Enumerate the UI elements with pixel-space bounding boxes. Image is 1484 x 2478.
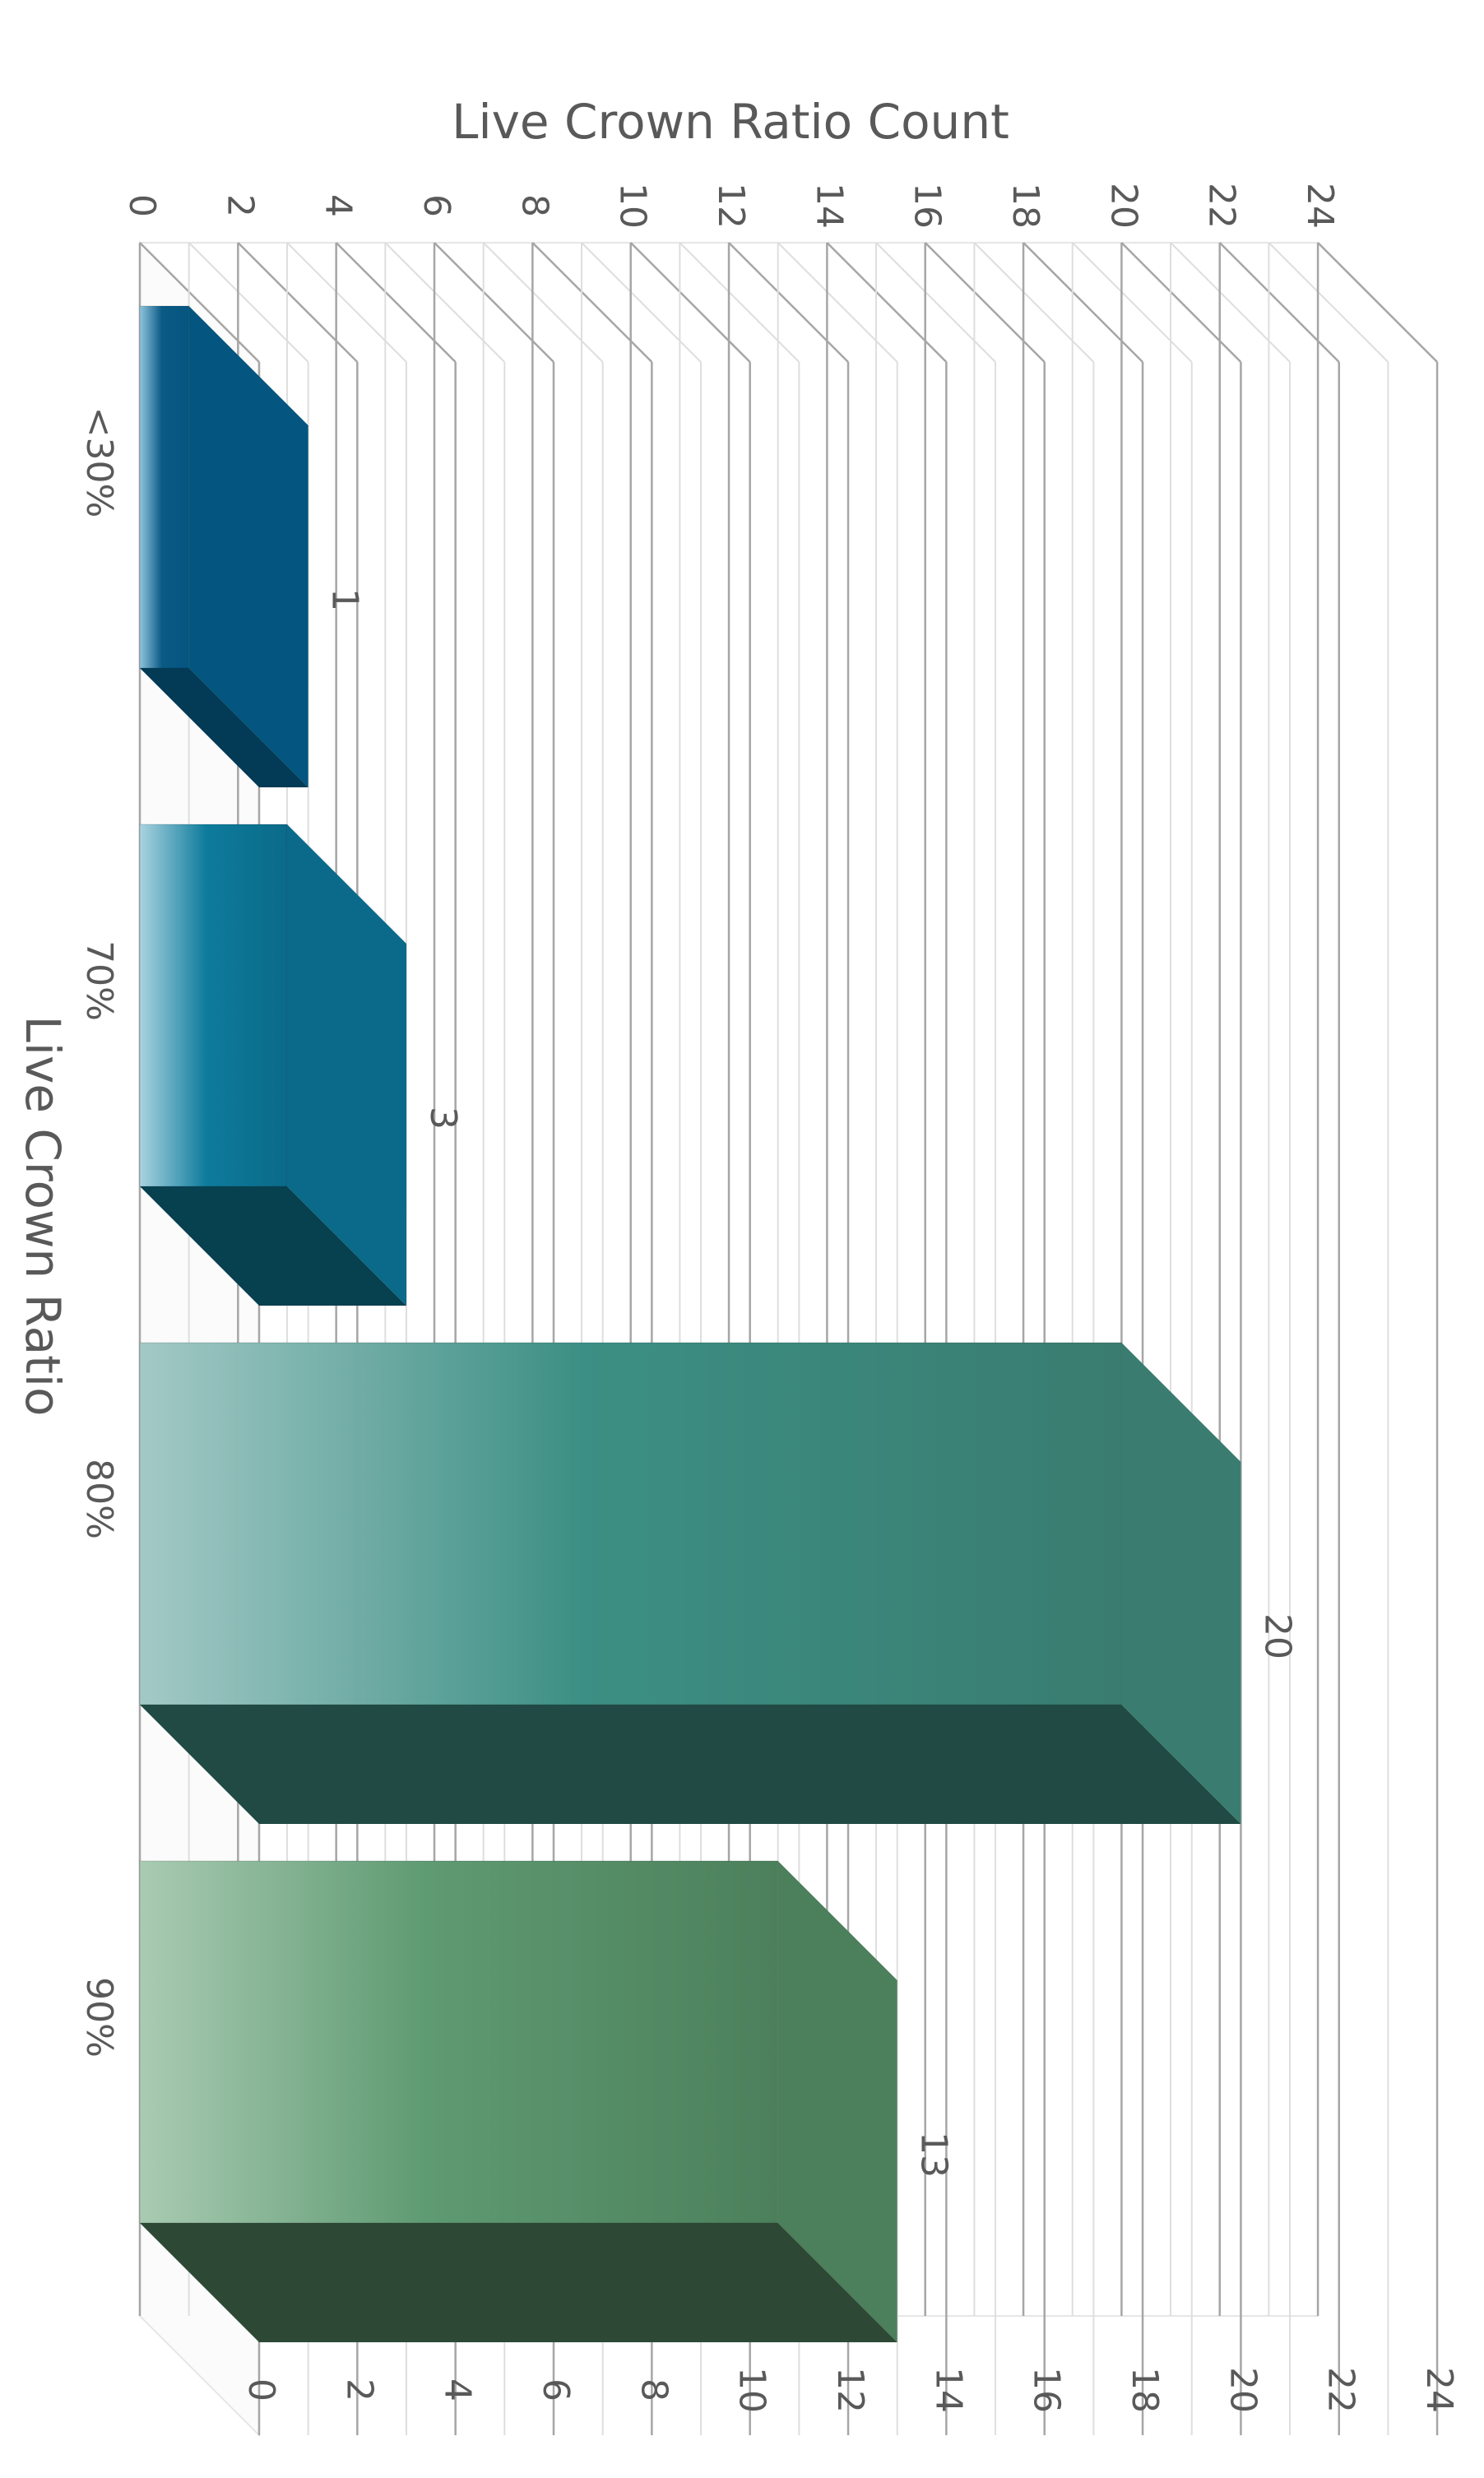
minor-gridline-depth bbox=[1268, 242, 1389, 363]
bar-<30% bbox=[139, 305, 190, 669]
major-gridline-depth bbox=[139, 242, 260, 363]
y-tick-label-front: 2 bbox=[338, 2378, 380, 2401]
y-tick-label-back: 16 bbox=[907, 183, 948, 229]
y-tick-label-back: 6 bbox=[415, 194, 457, 217]
data-label: 13 bbox=[913, 2132, 955, 2178]
y-tick-label-back: 10 bbox=[612, 183, 654, 229]
y-tick-label-front: 22 bbox=[1320, 2367, 1362, 2413]
minor-gridline-depth bbox=[1170, 242, 1291, 363]
category-label: 80% bbox=[78, 1459, 120, 1539]
bar-bottom-face bbox=[140, 2223, 897, 2342]
bar-80% bbox=[139, 1342, 1122, 1705]
minor-gridline-depth bbox=[679, 242, 800, 363]
y-tick-label-front: 20 bbox=[1222, 2367, 1264, 2413]
y-tick-label-back: 0 bbox=[121, 194, 163, 217]
y-axis-title: Live Crown Ratio Count bbox=[452, 94, 1009, 150]
minor-gridline-depth bbox=[777, 242, 898, 363]
y-tick-label-front: 16 bbox=[1026, 2367, 1068, 2413]
y-tick-label-front: 24 bbox=[1418, 2367, 1460, 2413]
minor-gridline-depth bbox=[188, 242, 309, 363]
data-label: 1 bbox=[324, 588, 366, 611]
y-tick-label-front: 6 bbox=[535, 2378, 577, 2401]
major-gridline-depth bbox=[434, 242, 554, 363]
minor-gridline-depth bbox=[384, 242, 506, 363]
category-label: <30% bbox=[78, 407, 120, 518]
y-tick-label-back: 22 bbox=[1201, 183, 1243, 229]
y-tick-label-back: 8 bbox=[513, 194, 555, 217]
y-tick-label-back: 4 bbox=[318, 194, 359, 217]
minor-gridline-depth bbox=[286, 242, 407, 363]
y-tick-label-back: 14 bbox=[808, 183, 850, 229]
minor-gridline-depth bbox=[581, 242, 702, 363]
major-gridline-depth bbox=[1218, 242, 1340, 363]
major-gridline-depth bbox=[1023, 242, 1143, 363]
bar-bottom-face bbox=[140, 668, 308, 787]
bar-bottom-face bbox=[140, 1186, 407, 1306]
chart-plot-area: 0022446688101012121414161618182020222224… bbox=[15, 94, 1460, 2438]
major-gridline-depth bbox=[629, 242, 751, 363]
y-tick-label-front: 14 bbox=[927, 2367, 969, 2413]
y-tick-label-back: 20 bbox=[1102, 183, 1144, 229]
y-tick-label-back: 2 bbox=[219, 194, 261, 217]
major-gridline-depth bbox=[1317, 242, 1438, 363]
bar-90% bbox=[139, 1860, 779, 2224]
x-axis-title: Live Crown Ratio bbox=[15, 1016, 71, 1417]
bar-70% bbox=[139, 824, 288, 1187]
y-tick-label-front: 4 bbox=[437, 2378, 479, 2401]
y-tick-label-front: 12 bbox=[829, 2367, 871, 2413]
bar-end-face bbox=[287, 824, 407, 1306]
data-label: 20 bbox=[1256, 1613, 1298, 1659]
major-gridline-depth bbox=[924, 242, 1046, 363]
major-gridline-depth bbox=[335, 242, 457, 363]
minor-gridline-depth bbox=[1072, 242, 1193, 363]
bar-end-face bbox=[188, 306, 308, 787]
bar-end-face bbox=[1121, 1343, 1241, 1824]
major-gridline-depth bbox=[531, 242, 653, 363]
y-tick-label-front: 8 bbox=[633, 2378, 675, 2401]
bar-bottom-face bbox=[140, 1705, 1241, 1824]
minor-gridline-depth bbox=[973, 242, 1095, 363]
y-tick-label-front: 18 bbox=[1124, 2367, 1166, 2413]
major-gridline-depth bbox=[237, 242, 359, 363]
y-tick-label-front: 10 bbox=[731, 2367, 773, 2413]
minor-gridline-depth bbox=[875, 242, 996, 363]
minor-gridline-depth bbox=[482, 242, 604, 363]
data-label: 3 bbox=[422, 1107, 464, 1130]
category-label: 90% bbox=[78, 1977, 120, 2058]
y-tick-label-back: 18 bbox=[1004, 183, 1046, 229]
category-label: 70% bbox=[78, 940, 120, 1021]
y-tick-label-front: 0 bbox=[240, 2378, 282, 2401]
y-tick-label-back: 24 bbox=[1299, 183, 1341, 229]
major-gridline-depth bbox=[826, 242, 948, 363]
y-tick-label-back: 12 bbox=[710, 183, 752, 229]
major-gridline-depth bbox=[728, 242, 849, 363]
bar-end-face bbox=[777, 1861, 897, 2342]
major-gridline-depth bbox=[1120, 242, 1242, 363]
